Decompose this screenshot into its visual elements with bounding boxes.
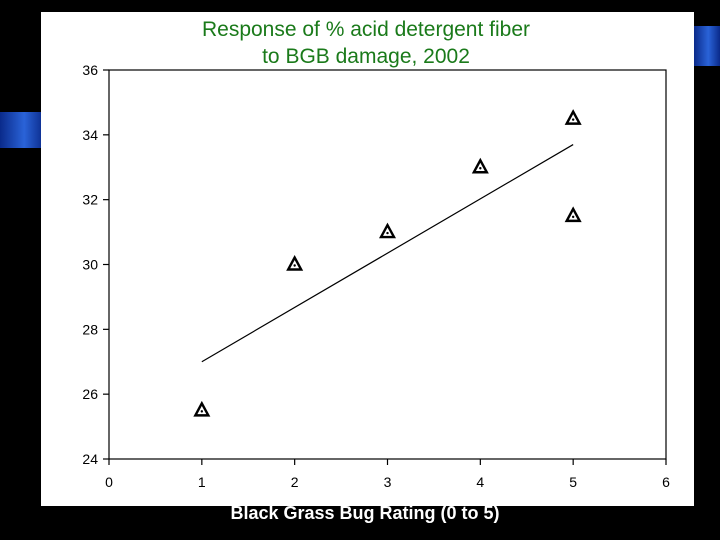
y-tick-label: 34 [82, 127, 98, 143]
x-tick-label: 4 [476, 474, 484, 490]
chart-panel [41, 12, 694, 506]
background-accent-bar-right [694, 26, 720, 66]
marker-dot [386, 231, 389, 235]
x-tick-label: 6 [662, 474, 670, 490]
marker-dot [479, 167, 482, 170]
y-tick-label: 36 [82, 62, 98, 78]
data-point [564, 206, 582, 223]
chart-title: Response of % acid detergent fiber to BG… [41, 16, 691, 70]
data-point [471, 157, 489, 174]
y-tick-label: 28 [82, 321, 98, 337]
triangle-marker [193, 400, 211, 417]
y-tick-label: 32 [82, 192, 98, 208]
background-accent-bar [0, 112, 44, 148]
x-tick-label: 3 [384, 474, 392, 490]
y-tick-label: 24 [82, 451, 98, 467]
chart-title-line-2: to BGB damage, 2002 [262, 45, 470, 68]
marker-dot [293, 264, 296, 267]
trend-line [201, 144, 574, 363]
data-point [378, 222, 397, 239]
x-axis-label: Black Grass Bug Rating (0 to 5) [230, 503, 500, 523]
data-point [564, 109, 582, 125]
marker-dot [200, 410, 204, 413]
y-tick-label: 30 [82, 257, 98, 273]
triangle-marker [564, 109, 582, 125]
triangle-marker [471, 157, 489, 174]
data-point [193, 400, 211, 417]
x-tick-label: 1 [198, 474, 206, 490]
marker-dot [571, 118, 575, 121]
data-point [286, 254, 304, 271]
triangle-marker [286, 254, 304, 271]
marker-dot [571, 215, 575, 219]
chart-title-line-1: Response of % acid detergent fiber [201, 18, 531, 41]
triangle-marker [564, 206, 582, 223]
x-tick-label: 0 [105, 474, 113, 490]
plot-frame [108, 69, 667, 460]
triangle-marker [378, 222, 397, 239]
x-tick-label: 2 [291, 474, 299, 490]
y-tick-label: 26 [82, 386, 98, 402]
x-tick-label: 5 [569, 474, 577, 490]
